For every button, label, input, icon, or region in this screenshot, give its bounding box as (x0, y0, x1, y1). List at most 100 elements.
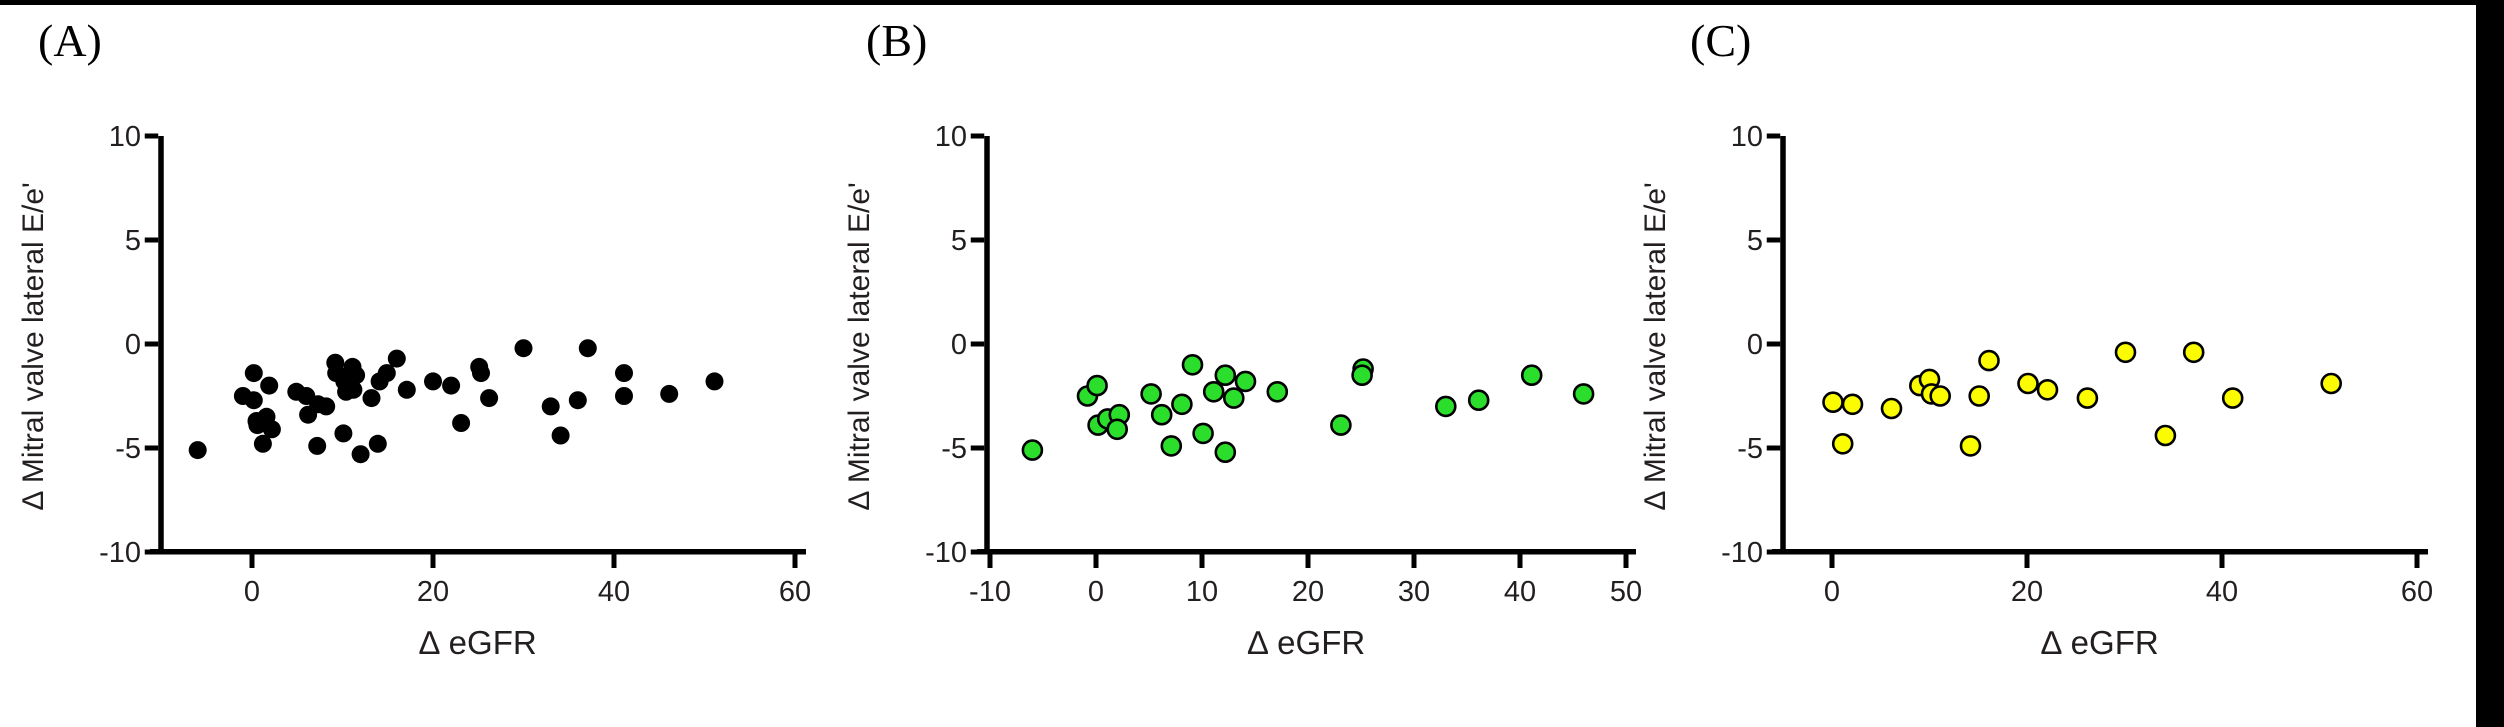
data-point (262, 420, 281, 439)
data-point (1929, 385, 1951, 407)
data-point (1959, 435, 1982, 457)
data-point (615, 387, 633, 405)
x-axis-line (1772, 549, 2428, 555)
data-point (1214, 441, 1237, 464)
x-tick-label: 0 (1824, 576, 1840, 608)
x-tick-label: 60 (2401, 576, 2433, 608)
data-point (442, 376, 461, 395)
panel-C: (C) 0 20 40 60 10 5 0 -5 -10 ∆ eGFR ∆ Mitral valve … (1639, 15, 2433, 661)
data-point (368, 434, 387, 453)
data-point (472, 364, 490, 383)
data-point (2182, 341, 2205, 364)
x-tick (430, 554, 436, 568)
x-tick-label: 0 (1088, 576, 1104, 608)
data-point (568, 391, 587, 410)
x-tick (249, 554, 255, 568)
right-border-bar (2476, 0, 2504, 727)
y-tick (1766, 237, 1781, 243)
y-tick-label: 0 (125, 329, 141, 361)
data-point (2114, 341, 2137, 364)
data-point (1831, 432, 1854, 455)
data-point (317, 397, 336, 416)
x-tick (1199, 554, 1205, 568)
data-point (244, 391, 263, 410)
data-point (1467, 389, 1490, 412)
data-point (1968, 385, 1990, 407)
y-tick (144, 237, 159, 243)
data-point (244, 364, 263, 383)
panel-label: (B) (866, 15, 927, 66)
y-tick-label: 0 (951, 329, 967, 361)
y-tick-label: 5 (125, 225, 141, 257)
y-tick (1766, 133, 1781, 139)
data-point (1435, 395, 1457, 418)
data-point (1351, 364, 1373, 387)
data-point (578, 339, 597, 358)
data-point (377, 364, 396, 383)
y-tick-label: -5 (941, 433, 967, 465)
x-axis-title: ∆ eGFR (2041, 624, 2158, 661)
x-tick (792, 554, 798, 568)
data-point (248, 416, 267, 435)
x-tick-label: 60 (779, 576, 811, 608)
x-tick-label: 20 (2011, 576, 2043, 608)
data-point (480, 389, 499, 408)
data-point (387, 349, 406, 368)
y-tick-label: 0 (1747, 329, 1763, 361)
x-tick (1305, 554, 1311, 568)
x-tick (1829, 554, 1835, 568)
data-point (1192, 422, 1214, 445)
y-axis-title: ∆ Mitral valve lateral E/e' (17, 182, 50, 510)
data-point (1234, 370, 1257, 393)
y-tick (144, 549, 159, 555)
x-tick-label: 10 (1186, 576, 1218, 608)
panel-label: (A) (38, 15, 102, 66)
panel-A: (A) 0 20 40 60 10 5 0 -5 -10 ∆ eGFR ∆ Mitral valve … (17, 15, 811, 661)
data-point (334, 424, 353, 443)
x-tick-label: 40 (1504, 576, 1536, 608)
data-point (1150, 403, 1173, 426)
y-tick-label: -5 (1737, 433, 1763, 465)
y-axis-title: ∆ Mitral valve lateral E/e' (843, 182, 876, 510)
y-tick (970, 549, 985, 555)
x-tick (1411, 554, 1417, 568)
panel-label: (C) (1690, 15, 1751, 66)
x-axis-line (977, 549, 1636, 555)
data-point (1106, 418, 1128, 441)
data-point (551, 426, 570, 445)
data-point (1330, 414, 1352, 436)
y-tick (970, 445, 985, 451)
x-tick-label: 30 (1398, 576, 1430, 608)
y-tick-label: -10 (925, 537, 967, 569)
data-point (424, 372, 442, 391)
y-tick-label: -10 (1721, 537, 1763, 569)
data-point (1880, 397, 1903, 420)
data-point (347, 366, 366, 385)
x-tick (611, 554, 617, 568)
data-point (1214, 364, 1237, 387)
data-point (541, 397, 560, 416)
x-tick (2219, 554, 2225, 568)
data-point (2320, 372, 2342, 395)
data-point (188, 441, 207, 460)
y-tick-label: 10 (935, 121, 967, 153)
x-tick-label: 40 (2206, 576, 2238, 608)
data-point (2076, 387, 2099, 409)
data-point (1978, 349, 2000, 372)
y-tick (144, 445, 159, 451)
y-axis-title: ∆ Mitral valve lateral E/e' (1639, 182, 1672, 510)
x-tick (987, 554, 993, 568)
x-axis-line (150, 549, 806, 555)
data-point (1520, 364, 1543, 387)
data-point (1223, 387, 1245, 409)
data-point (2017, 372, 2039, 395)
x-tick (1517, 554, 1523, 568)
y-tick (970, 237, 985, 243)
data-point (1171, 393, 1193, 416)
y-tick-label: -10 (99, 537, 141, 569)
x-tick (1093, 554, 1099, 568)
data-point (1202, 380, 1225, 403)
data-point (660, 384, 679, 403)
